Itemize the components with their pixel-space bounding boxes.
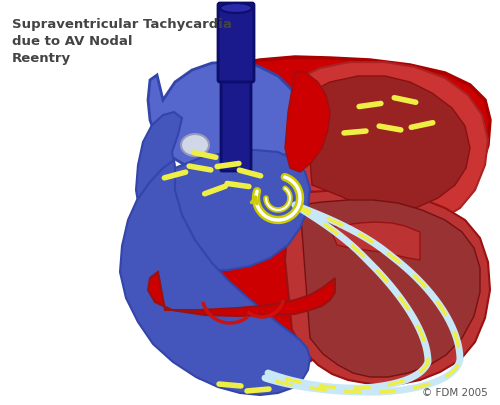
Polygon shape [305, 76, 470, 212]
Polygon shape [300, 200, 480, 377]
Polygon shape [292, 62, 488, 230]
Polygon shape [330, 222, 420, 260]
Polygon shape [136, 112, 310, 270]
FancyBboxPatch shape [221, 74, 251, 171]
Text: © FDM 2005: © FDM 2005 [422, 388, 488, 398]
Polygon shape [148, 62, 300, 174]
Ellipse shape [181, 134, 209, 156]
Polygon shape [148, 272, 335, 316]
Polygon shape [158, 57, 490, 383]
Text: Supraventricular Tachycardia
due to AV Nodal
Reentry: Supraventricular Tachycardia due to AV N… [12, 18, 232, 65]
Ellipse shape [220, 3, 252, 13]
Polygon shape [120, 160, 310, 395]
Polygon shape [285, 190, 490, 385]
Polygon shape [285, 72, 330, 172]
FancyBboxPatch shape [218, 3, 254, 82]
